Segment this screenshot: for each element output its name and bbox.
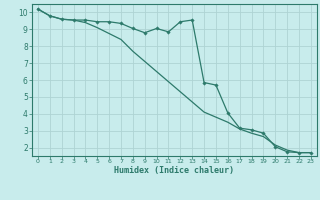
X-axis label: Humidex (Indice chaleur): Humidex (Indice chaleur)	[115, 166, 234, 175]
